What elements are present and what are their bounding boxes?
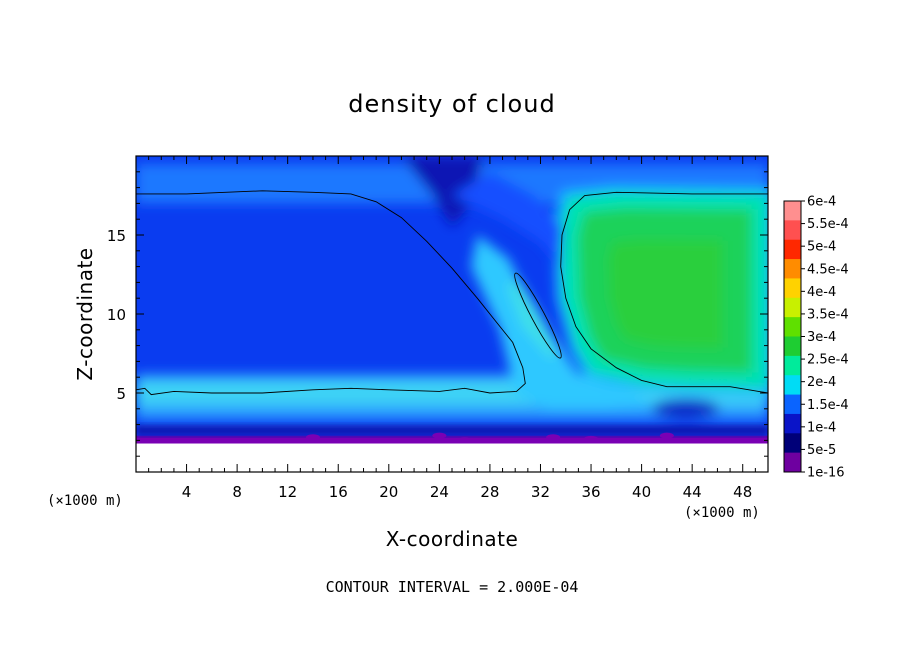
field-empty <box>136 443 768 472</box>
colorbar-label: 6e-4 <box>807 195 836 210</box>
contour-inner <box>514 272 562 359</box>
field-plume-core <box>507 277 561 359</box>
density-field <box>136 156 768 472</box>
field-smooth <box>136 156 768 420</box>
x-tick-label: 8 <box>232 483 242 501</box>
x-tick-label: 36 <box>581 483 600 501</box>
colorbar-swatch <box>784 239 801 260</box>
x-tick-label: 48 <box>733 483 752 501</box>
chart-title: density of cloud <box>348 90 555 118</box>
field-fringe <box>136 435 768 444</box>
field-edge-blob <box>584 435 599 442</box>
contour-interval-note: CONTOUR INTERVAL = 2.000E-04 <box>326 578 579 596</box>
x-unit-right: (×1000 m) <box>684 505 760 521</box>
colorbar-swatch <box>784 201 801 221</box>
y-axis: 5 10 15 <box>107 155 768 473</box>
colorbar-label: 5.5e-4 <box>807 217 849 232</box>
contour-right <box>560 191 769 394</box>
colorbar-label: 5e-5 <box>807 443 836 458</box>
colorbar-label: 3.5e-4 <box>807 307 849 322</box>
x-tick-label: 32 <box>531 483 550 501</box>
x-tick-label: 44 <box>683 483 702 501</box>
x-unit-left: (×1000 m) <box>47 493 123 509</box>
colorbar-swatch <box>784 336 801 357</box>
field-gap-mid <box>452 171 564 267</box>
x-tick-label: 16 <box>329 483 348 501</box>
colorbar-label: 3e-4 <box>807 330 836 345</box>
colorbar-swatch <box>784 452 801 473</box>
x-axis: 4 8 12 16 20 24 28 32 36 40 44 48 <box>135 156 769 501</box>
colorbar-label: 4.5e-4 <box>807 262 849 277</box>
colorbar: 6e-4 5.5e-4 5e-4 4.5e-4 4e-4 3.5e-4 3e-4 2.5e-4… <box>783 195 849 481</box>
y-tick-label: 15 <box>107 227 126 245</box>
colorbar-swatch <box>784 317 801 337</box>
x-tick-label: 40 <box>632 483 651 501</box>
colorbar-label: 5e-4 <box>807 240 836 255</box>
colorbar-swatch <box>784 375 801 395</box>
field-dark-patch <box>651 398 720 419</box>
colorbar-swatch <box>784 220 801 241</box>
colorbar-label: 1e-4 <box>807 420 836 435</box>
contour-left <box>135 190 526 396</box>
field-gap-dark <box>401 156 484 228</box>
colorbar-label: 4e-4 <box>807 285 836 300</box>
contour-lines <box>135 190 769 396</box>
colorbar-swatch <box>784 413 801 434</box>
field-right-core-inner <box>608 240 723 348</box>
field-edge-blob <box>432 432 447 439</box>
x-tick-label: 28 <box>480 483 499 501</box>
x-tick-label: 4 <box>182 483 192 501</box>
colorbar-swatch <box>784 433 801 454</box>
field-edge-blob <box>659 432 674 439</box>
colorbar-swatch <box>784 297 801 318</box>
y-tick-label: 10 <box>107 306 126 324</box>
colorbar-label: 2e-4 <box>807 375 836 390</box>
x-tick-label: 12 <box>278 483 297 501</box>
field-lower-dark <box>136 424 768 436</box>
colorbar-label: 1e-16 <box>807 466 845 481</box>
x-axis-label: X-coordinate <box>386 527 519 551</box>
field-edge-blob <box>457 437 472 444</box>
y-tick-label: 5 <box>116 385 126 403</box>
x-tick-label: 24 <box>430 483 449 501</box>
colorbar-label: 1.5e-4 <box>807 398 849 413</box>
colorbar-label: 2.5e-4 <box>807 353 849 368</box>
colorbar-swatch <box>784 259 801 279</box>
colorbar-swatch <box>784 355 801 376</box>
y-axis-label: Z-coordinate <box>73 247 97 380</box>
field-edge-blob <box>305 434 320 441</box>
plot-area <box>136 156 768 472</box>
colorbar-swatch <box>784 394 801 415</box>
colorbar-swatch <box>784 278 801 299</box>
field-edge-blob <box>546 434 561 441</box>
x-tick-label: 20 <box>379 483 398 501</box>
